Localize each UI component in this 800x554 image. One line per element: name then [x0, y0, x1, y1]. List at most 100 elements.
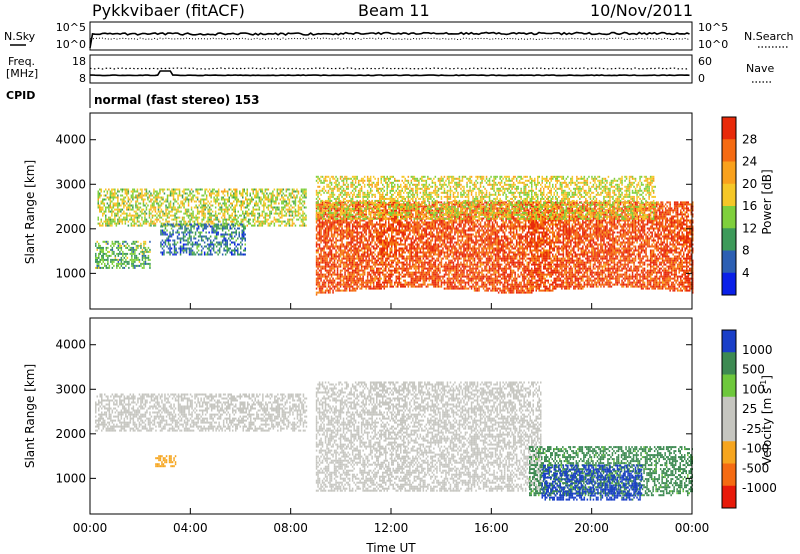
- power-cell-83: [109, 224, 112, 227]
- power-cell-1136: [257, 208, 259, 211]
- power-cell-4877: [434, 281, 437, 284]
- power-cell-3835: [385, 229, 387, 232]
- power-cell-2459: [323, 207, 325, 210]
- power-cell-3623: [376, 247, 378, 250]
- power-cell-4935: [436, 227, 438, 230]
- power-cell-169: [118, 204, 121, 207]
- power-cell-717: [196, 210, 199, 213]
- power-cell-4786: [430, 251, 432, 254]
- power-cell-2811: [339, 273, 342, 276]
- power-cell-828: [211, 190, 214, 193]
- power-cell-2880: [342, 277, 345, 280]
- power-cell-1204: [266, 212, 268, 215]
- power-cell-3875: [388, 281, 390, 284]
- power-cell-4878: [434, 279, 437, 282]
- power-cell-3812: [385, 285, 387, 288]
- power-cell-4845: [433, 279, 435, 282]
- power-cell-2856: [341, 243, 343, 246]
- power-cell-2993: [347, 251, 349, 254]
- power-cell-3293: [360, 287, 363, 290]
- power-cell-2032: [205, 225, 207, 228]
- power-cell-303: [136, 194, 139, 197]
- power-cell-4303: [407, 225, 410, 228]
- power-cell-4585: [421, 283, 423, 286]
- power-cell-3960: [391, 227, 393, 230]
- power-cell-788: [207, 218, 209, 221]
- power-cell-3116: [353, 287, 355, 290]
- power-cell-2821: [339, 249, 342, 252]
- power-cell-4899: [434, 227, 437, 230]
- power-cell-1508: [98, 264, 100, 267]
- power-cell-3088: [351, 267, 354, 270]
- power-cell-1596: [114, 242, 117, 245]
- power-cell-460: [159, 204, 161, 207]
- power-cell-2963: [345, 233, 348, 236]
- power-cell-459: [159, 206, 161, 209]
- power-cell-4903: [434, 219, 437, 222]
- power-cell-1: [97, 218, 99, 221]
- power-cell-2591: [329, 239, 331, 242]
- power-cell-4788: [430, 247, 432, 250]
- power-cell-1590: [113, 250, 115, 253]
- power-cell-4867: [433, 221, 435, 224]
- power-cell-3866: [386, 237, 388, 240]
- power-cell-1227: [269, 210, 271, 213]
- power-cell-3680: [379, 273, 381, 276]
- power-cell-789: [207, 216, 209, 219]
- power-cell-4431: [413, 239, 416, 242]
- power-cell-2254: [315, 287, 318, 290]
- power-cell-554: [172, 198, 175, 201]
- power-cell-891: [222, 212, 224, 215]
- power-cell-1912: [184, 235, 186, 238]
- power-cell-4587: [421, 275, 423, 278]
- power-cell-3615: [376, 275, 378, 278]
- power-cell-2365: [320, 277, 322, 280]
- power-cell-312: [138, 202, 140, 205]
- power-cell-1133: [257, 218, 259, 221]
- power-cell-2857: [341, 241, 343, 244]
- power-cell-4069: [397, 283, 399, 286]
- power-cell-3014: [348, 289, 351, 292]
- power-cell-4208: [403, 231, 405, 234]
- power-cell-1459: [302, 212, 304, 215]
- power-cell-4523: [418, 271, 420, 274]
- power-cell-15: [99, 208, 101, 211]
- power-cell-2824: [339, 243, 342, 246]
- power-cell-2747: [336, 271, 339, 274]
- power-cell-2453: [323, 225, 325, 228]
- power-cell-1851: [173, 249, 176, 252]
- power-cell-3676: [379, 281, 381, 284]
- power-cell-1138: [257, 202, 259, 205]
- power-cell-2465: [324, 285, 327, 288]
- power-cell-2345: [318, 231, 321, 234]
- power-cell-4592: [421, 265, 423, 268]
- power-cell-190: [121, 190, 124, 193]
- power-cell-4227: [404, 263, 406, 266]
- power-cell-4566: [419, 251, 422, 254]
- power-cell-2652: [332, 263, 334, 266]
- power-cell-4714: [427, 283, 429, 286]
- power-cell-3121: [353, 275, 355, 278]
- power-cell-4821: [431, 251, 434, 254]
- power-cell-1361: [288, 218, 291, 221]
- power-cell-3847: [386, 285, 388, 288]
- power-cell-1294: [278, 188, 280, 191]
- power-cell-4555: [419, 283, 422, 286]
- power-cell-2861: [341, 233, 343, 236]
- power-cell-2931: [344, 225, 346, 228]
- power-cell-2081: [214, 225, 216, 228]
- power-cell-3610: [376, 287, 378, 290]
- power-cell-1160: [260, 200, 262, 203]
- power-cell-1754: [144, 250, 147, 253]
- power-cell-2891: [342, 245, 345, 248]
- power-cell-4449: [415, 277, 417, 280]
- power-cell-4696: [425, 247, 428, 250]
- power-cell-2744: [336, 277, 339, 280]
- power-cell-4848: [433, 273, 435, 276]
- power-cell-1748: [143, 240, 145, 243]
- power-cell-2011: [200, 223, 203, 226]
- power-cell-4415: [413, 283, 416, 286]
- power-cell-2403: [321, 283, 324, 286]
- power-cell-4466: [415, 239, 417, 242]
- power-cell-4794: [430, 233, 432, 236]
